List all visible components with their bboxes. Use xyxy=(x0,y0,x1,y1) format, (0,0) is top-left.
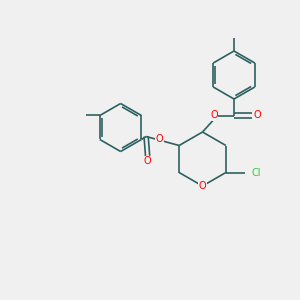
Text: O: O xyxy=(199,181,206,191)
Text: O: O xyxy=(144,156,152,167)
Text: O: O xyxy=(156,134,164,144)
Text: O: O xyxy=(254,110,261,121)
Text: O: O xyxy=(210,110,218,121)
Text: Cl: Cl xyxy=(252,167,262,178)
